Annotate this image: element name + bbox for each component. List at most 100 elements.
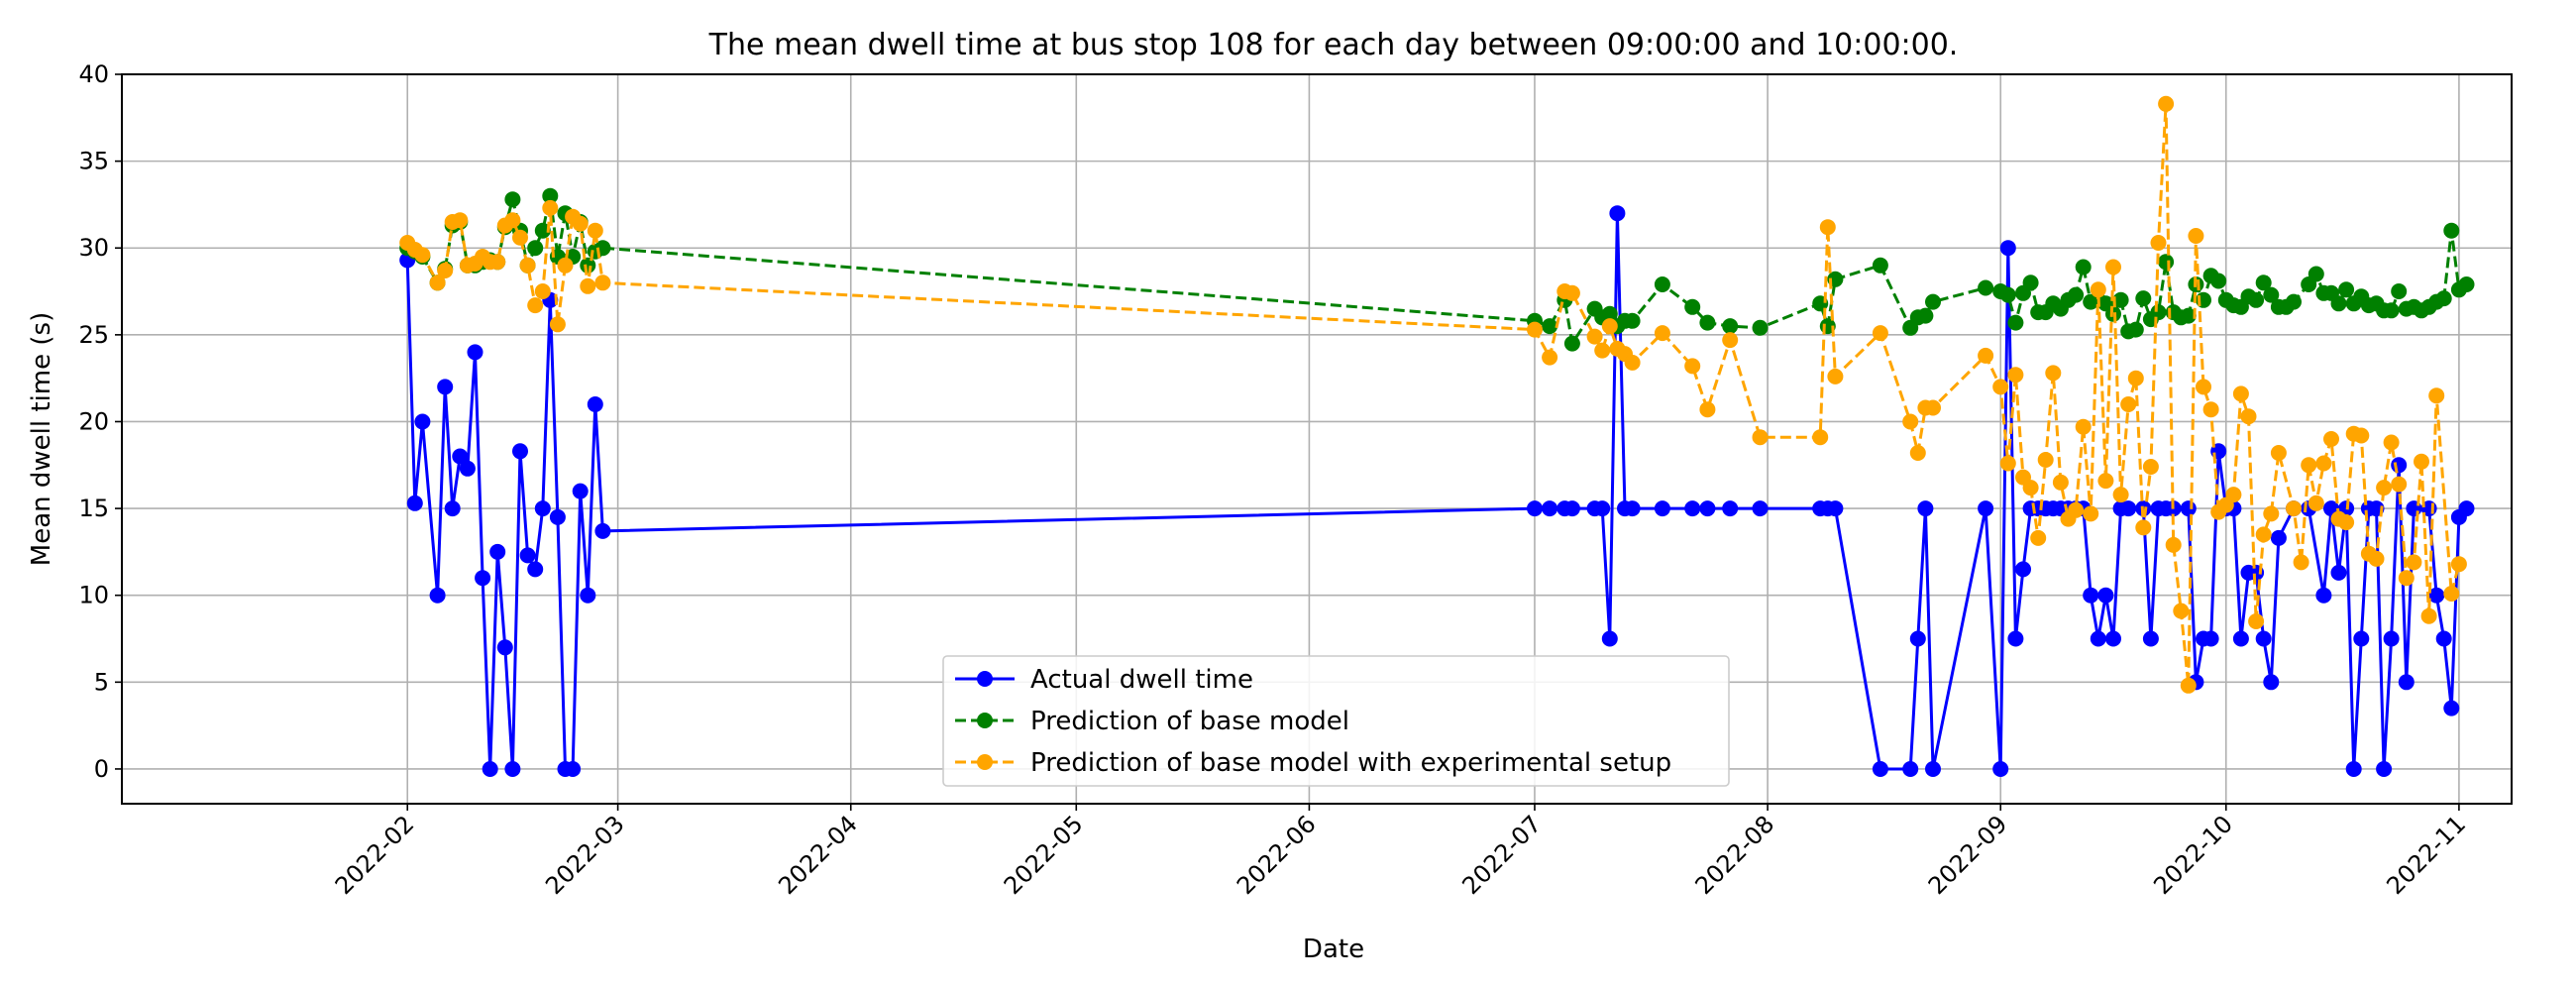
legend-marker bbox=[977, 754, 993, 770]
data-point bbox=[2097, 587, 2114, 604]
data-point bbox=[2165, 536, 2182, 553]
data-point bbox=[2330, 295, 2347, 312]
data-point bbox=[1654, 276, 1670, 292]
data-point bbox=[437, 379, 454, 395]
data-point bbox=[2443, 586, 2460, 602]
data-point bbox=[2142, 630, 2159, 647]
plot-series bbox=[399, 95, 2475, 777]
data-point bbox=[1624, 354, 1641, 371]
data-point bbox=[2398, 674, 2415, 691]
data-point bbox=[1684, 500, 1701, 517]
data-point bbox=[2090, 281, 2106, 298]
data-point bbox=[557, 257, 574, 274]
data-point bbox=[2428, 587, 2445, 604]
data-point bbox=[527, 297, 544, 314]
data-point bbox=[2345, 761, 2362, 777]
data-point bbox=[2135, 290, 2152, 307]
data-point bbox=[504, 761, 521, 777]
data-point bbox=[1978, 279, 1994, 296]
data-point bbox=[2127, 370, 2144, 386]
data-point bbox=[414, 413, 431, 430]
y-tick-label: 30 bbox=[78, 234, 109, 262]
data-point bbox=[2158, 95, 2175, 112]
data-point bbox=[2150, 304, 2167, 321]
data-point bbox=[2255, 526, 2272, 543]
data-point bbox=[429, 275, 446, 291]
data-point bbox=[512, 229, 528, 246]
data-point bbox=[2255, 630, 2272, 647]
data-point bbox=[2075, 418, 2092, 435]
data-point bbox=[2120, 500, 2137, 517]
data-point bbox=[406, 495, 423, 511]
data-point bbox=[2353, 427, 2370, 444]
data-point bbox=[1609, 205, 1626, 222]
data-point bbox=[2315, 455, 2332, 472]
data-point bbox=[2030, 529, 2047, 546]
data-point bbox=[1752, 429, 1769, 446]
data-point bbox=[2286, 500, 2302, 517]
data-point bbox=[2075, 259, 2092, 275]
data-point bbox=[2248, 613, 2265, 629]
data-point bbox=[565, 761, 582, 777]
legend-marker bbox=[977, 713, 993, 728]
data-point bbox=[2443, 700, 2460, 716]
data-point bbox=[2090, 630, 2106, 647]
data-point bbox=[2173, 603, 2190, 619]
data-point bbox=[2112, 487, 2129, 503]
data-point bbox=[1752, 319, 1769, 336]
data-point bbox=[1563, 284, 1580, 301]
data-point bbox=[1872, 257, 1888, 274]
chart-title: The mean dwell time at bus stop 108 for … bbox=[708, 28, 1959, 62]
data-point bbox=[2443, 222, 2460, 239]
data-point bbox=[2022, 275, 2039, 291]
data-point bbox=[1925, 761, 1941, 777]
data-point bbox=[2286, 293, 2302, 310]
data-point bbox=[2120, 396, 2137, 412]
data-point bbox=[2450, 556, 2467, 573]
data-point bbox=[2270, 445, 2287, 461]
data-point bbox=[2293, 554, 2309, 571]
y-tick-label: 40 bbox=[78, 60, 109, 88]
data-point bbox=[2150, 235, 2167, 251]
data-point bbox=[2458, 500, 2475, 517]
data-point bbox=[452, 448, 469, 465]
data-point bbox=[2225, 487, 2242, 503]
data-point bbox=[1654, 325, 1670, 342]
legend-label: Prediction of base model bbox=[1030, 707, 1349, 736]
x-axis-label: Date bbox=[1303, 935, 1364, 964]
data-point bbox=[414, 247, 431, 264]
data-point bbox=[1909, 630, 1926, 647]
data-point bbox=[1722, 318, 1739, 335]
data-point bbox=[2428, 387, 2445, 404]
data-point bbox=[2308, 495, 2324, 511]
data-point bbox=[1752, 500, 1769, 517]
legend-label: Actual dwell time bbox=[1030, 665, 1253, 695]
series-3 bbox=[399, 95, 2467, 694]
data-point bbox=[496, 639, 513, 656]
data-point bbox=[549, 316, 566, 333]
data-point bbox=[1902, 761, 1919, 777]
data-point bbox=[2196, 379, 2211, 395]
data-point bbox=[1827, 500, 1844, 517]
plot-frame bbox=[121, 73, 2513, 805]
data-point bbox=[2398, 570, 2415, 587]
data-point bbox=[580, 587, 596, 604]
data-point bbox=[2180, 500, 2197, 517]
data-point bbox=[1527, 321, 1543, 338]
data-point bbox=[2083, 505, 2099, 522]
data-point bbox=[1684, 298, 1701, 315]
y-tick-label: 15 bbox=[78, 495, 109, 522]
data-point bbox=[2338, 281, 2355, 298]
data-point bbox=[2188, 228, 2204, 244]
data-point bbox=[587, 396, 603, 412]
data-point bbox=[2240, 408, 2257, 425]
y-tick-label: 35 bbox=[78, 148, 109, 175]
data-point bbox=[1992, 761, 2009, 777]
data-point bbox=[527, 240, 544, 257]
data-point bbox=[527, 561, 544, 578]
data-point bbox=[2015, 561, 2031, 578]
data-point bbox=[1917, 307, 1934, 324]
y-tick-label: 25 bbox=[78, 321, 109, 349]
data-point bbox=[534, 283, 551, 299]
data-point bbox=[572, 215, 589, 232]
